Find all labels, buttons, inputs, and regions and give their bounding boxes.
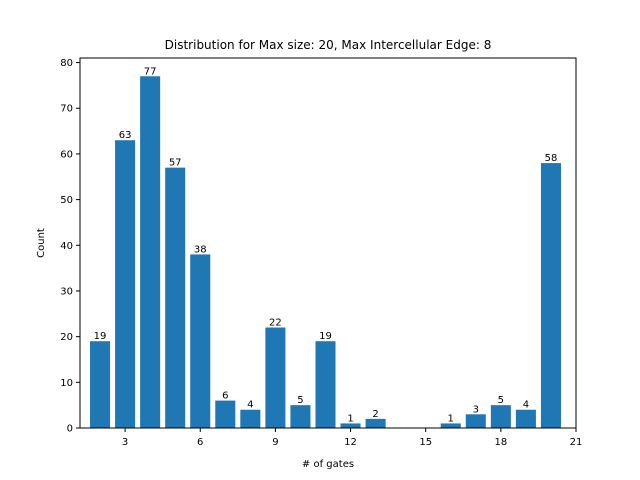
bar-label-4: 77 [144,66,157,77]
bar-17 [465,414,486,428]
x-tick-label-12: 12 [344,437,357,448]
y-tick-label-10: 10 [60,378,73,389]
x-tick-label-3: 3 [122,437,128,448]
y-axis-label: Count [36,228,47,258]
bar-label-7: 6 [222,391,228,402]
bar-12 [340,423,361,428]
x-axis-label: # of gates [302,459,354,470]
bar-3 [115,140,136,428]
bar-5 [165,167,186,428]
bar-label-11: 19 [319,331,332,342]
bar-label-5: 57 [169,158,182,169]
bar-18 [490,405,511,428]
bar-19 [515,409,536,428]
bar-6 [190,254,211,428]
x-axis: 3 6 9 12 15 18 21 [122,428,582,448]
x-tick-label-9: 9 [272,437,278,448]
bar-label-19: 4 [523,400,529,411]
bar-label-18: 5 [498,395,504,406]
x-tick-label-18: 18 [494,437,507,448]
chart-title: Distribution for Max size: 20, Max Inter… [165,38,492,52]
y-tick-label-20: 20 [60,332,73,343]
bar-4 [140,76,161,428]
plot-frame [79,57,577,429]
bar-13 [365,418,386,428]
y-tick-label-30: 30 [60,286,73,297]
bar-label-9: 22 [269,318,282,329]
bar-8 [240,409,261,428]
y-tick-label-80: 80 [60,58,73,69]
bar-label-10: 5 [297,395,303,406]
y-tick-label-70: 70 [60,104,73,115]
y-tick-label-50: 50 [60,195,73,206]
bar-labels-group: 19 63 77 57 38 6 4 22 5 19 1 2 1 3 5 4 58 [94,66,558,424]
y-axis: 0 10 20 30 40 50 60 70 80 [60,58,80,435]
bar-label-20: 58 [545,153,558,164]
bar-7 [215,400,236,428]
x-tick-label-6: 6 [197,437,203,448]
bar-label-17: 3 [473,404,479,415]
x-tick-label-15: 15 [419,437,432,448]
y-tick-label-40: 40 [60,241,73,252]
x-tick-label-21: 21 [570,437,583,448]
bar-label-16: 1 [448,413,454,424]
bar-16 [440,423,461,428]
bar-label-6: 38 [194,244,207,255]
bar-11 [315,341,336,428]
y-tick-label-0: 0 [67,424,73,435]
bar-2 [90,341,111,428]
bar-10 [290,405,311,428]
bar-label-8: 4 [247,400,253,411]
bars-group [90,76,561,429]
bar-20 [540,163,561,429]
bar-label-12: 1 [347,413,353,424]
bar-label-13: 2 [372,409,378,420]
bar-9 [265,327,286,428]
bar-label-3: 63 [119,130,132,141]
y-tick-label-60: 60 [60,149,73,160]
bar-label-2: 19 [94,331,107,342]
